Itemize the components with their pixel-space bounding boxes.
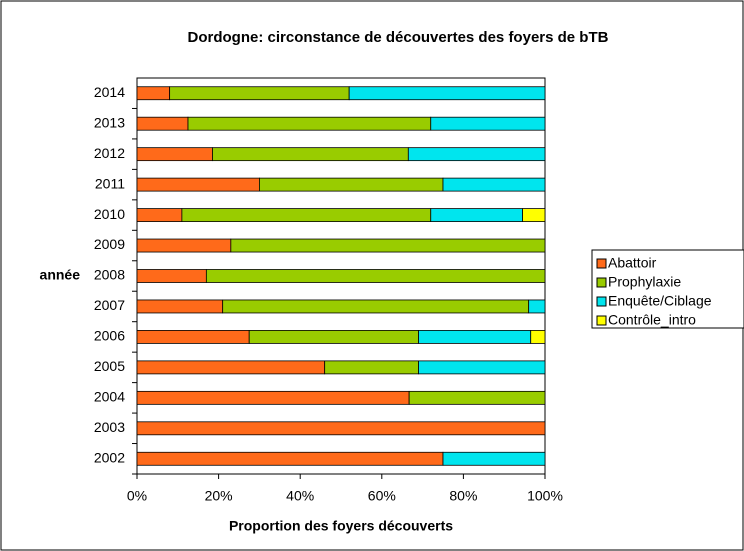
bar-segment — [418, 360, 546, 375]
legend-swatch — [596, 277, 607, 288]
bar-segment — [136, 208, 183, 222]
bar-segment — [169, 86, 350, 101]
bar-segment — [528, 299, 546, 314]
bar-segment — [136, 86, 171, 101]
legend-swatch — [596, 296, 607, 307]
bar-segment — [187, 116, 432, 131]
bar-segment — [430, 208, 523, 222]
x-tick-label: 40% — [286, 488, 314, 504]
bar-segment — [230, 238, 546, 253]
bar-segment — [258, 177, 444, 192]
bar-segment — [442, 451, 546, 466]
bar-segment — [324, 360, 419, 375]
bar-segment — [212, 147, 409, 162]
bar-segment — [136, 360, 326, 375]
legend-box — [591, 249, 744, 329]
legend-label: Enquête/Ciblage — [608, 293, 712, 309]
legend-label: Contrôle_intro — [608, 312, 696, 328]
y-tick-label: 2008 — [94, 267, 125, 283]
bar-segment — [136, 299, 224, 314]
bar-segment — [136, 147, 213, 162]
bar-segment — [136, 451, 444, 466]
x-tick-label: 80% — [449, 488, 477, 504]
bar-segment — [408, 390, 546, 405]
chart-title: Dordogne: circonstance de découvertes de… — [188, 29, 609, 46]
y-tick-label: 2007 — [94, 297, 125, 313]
x-axis-label: Proportion des foyers découverts — [229, 518, 453, 534]
bar-segment — [136, 238, 232, 253]
bar-segment — [222, 299, 530, 314]
bar-segment — [136, 421, 546, 436]
bar-segment — [205, 269, 546, 283]
legend-label: Prophylaxie — [608, 274, 681, 290]
legend-label: Abattoir — [608, 255, 657, 271]
y-tick-label: 2014 — [94, 84, 125, 100]
bar-segment — [348, 86, 546, 101]
bar-segment — [407, 147, 546, 162]
bar-segment — [430, 116, 546, 131]
y-axis-label: année — [40, 267, 81, 283]
y-tick-label: 2006 — [94, 328, 125, 344]
bar-segment — [136, 330, 250, 344]
y-tick-label: 2013 — [94, 114, 125, 130]
y-tick-label: 2003 — [94, 419, 125, 435]
bar-segment — [136, 269, 207, 283]
x-tick-label: 20% — [205, 488, 233, 504]
y-tick-label: 2011 — [95, 175, 125, 191]
y-tick-label: 2002 — [94, 449, 125, 465]
bar-segment — [181, 208, 432, 222]
bar-segment — [248, 330, 419, 344]
y-tick-label: 2005 — [94, 358, 125, 374]
bar-segment — [136, 177, 260, 192]
legend-swatch — [596, 258, 607, 269]
legend-swatch — [596, 315, 607, 326]
bar-segment — [522, 208, 546, 222]
x-tick-label: 60% — [368, 488, 396, 504]
y-tick-label: 2012 — [94, 145, 125, 161]
bar-segment — [442, 177, 546, 192]
bar-segment — [136, 390, 410, 405]
x-tick-label: 100% — [527, 488, 563, 504]
y-tick-label: 2010 — [94, 206, 125, 222]
bar-segment — [530, 330, 546, 344]
x-tick-label: 0% — [127, 488, 147, 504]
y-tick-label: 2009 — [94, 236, 125, 252]
bar-segment — [418, 330, 532, 344]
bar-segment — [136, 116, 189, 131]
y-tick-label: 2004 — [94, 389, 125, 405]
